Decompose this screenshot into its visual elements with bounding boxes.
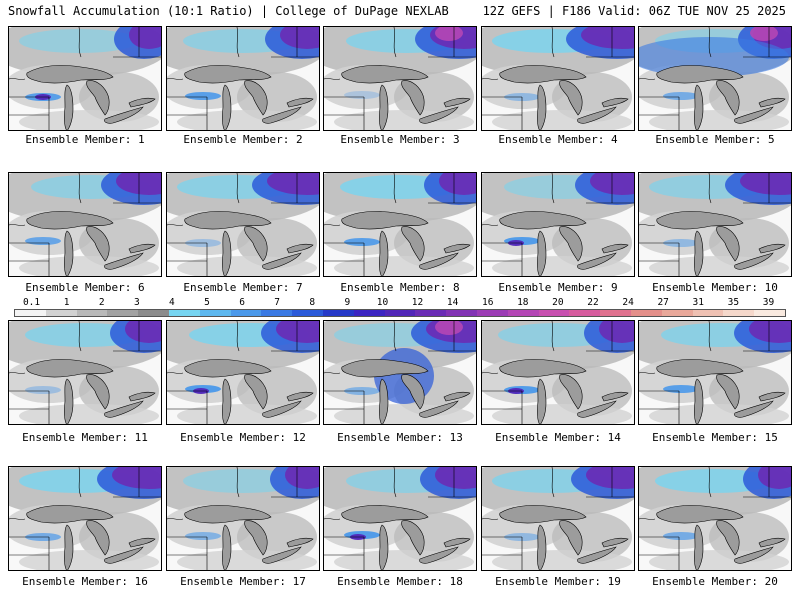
ensemble-map-panel [8, 466, 162, 571]
ensemble-map-panel [638, 466, 792, 571]
colorbar-tick-label: 24 [622, 297, 634, 308]
ensemble-member-label: Ensemble Member: 12 [180, 431, 306, 444]
ensemble-member-label: Ensemble Member: 8 [340, 281, 460, 294]
ensemble-map-panel [481, 26, 635, 131]
ensemble-map-panel [638, 26, 792, 131]
ensemble-map-panel [166, 26, 320, 131]
ensemble-member-label: Ensemble Member: 14 [495, 431, 621, 444]
ensemble-map-panel [638, 320, 792, 425]
colorbar-tick-label: 35 [727, 297, 740, 308]
ensemble-member-label: Ensemble Member: 3 [340, 133, 460, 146]
ensemble-map-panel [166, 466, 320, 571]
colorbar-tick-label: 3 [133, 297, 140, 308]
colorbar-tick-label: 31 [692, 297, 704, 308]
colorbar-swatch [15, 310, 46, 316]
colorbar-swatch [261, 310, 293, 316]
colorbar-tick-label: 12 [411, 297, 424, 308]
ensemble-member-label: Ensemble Member: 11 [22, 431, 148, 444]
colorbar-tick-label: 10 [376, 297, 389, 308]
colorbar-tick-label: 0.1 [22, 297, 41, 308]
colorbar-swatch [661, 310, 693, 316]
ensemble-member-label: Ensemble Member: 5 [655, 133, 775, 146]
ensemble-map-panel [166, 320, 320, 425]
colorbar-tick-label: 18 [517, 297, 529, 308]
colorbar-tick-label: 27 [657, 297, 669, 308]
ensemble-member-label: Ensemble Member: 16 [22, 575, 148, 588]
colorbar-swatch [45, 310, 77, 316]
colorbar-tick-label: 22 [587, 297, 599, 308]
colorbar-swatch [476, 310, 508, 316]
colorbar-swatch [138, 310, 169, 316]
colorbar-tick-label: 16 [481, 297, 494, 308]
colorbar-swatch [76, 310, 108, 316]
ensemble-map-panel [481, 466, 635, 571]
ensemble-member-label: Ensemble Member: 19 [495, 575, 621, 588]
colorbar [14, 309, 786, 317]
colorbar-swatch [507, 310, 539, 316]
ensemble-member-label: Ensemble Member: 10 [652, 281, 778, 294]
ensemble-map-panel [323, 466, 477, 571]
ensemble-member-label: Ensemble Member: 6 [25, 281, 145, 294]
ensemble-map-panel [323, 26, 477, 131]
chart-title: Snowfall Accumulation (10:1 Ratio) | Col… [8, 4, 449, 18]
ensemble-map-panel [323, 320, 477, 425]
colorbar-tick-label: 5 [204, 297, 210, 308]
colorbar-swatch [569, 310, 601, 316]
colorbar-tick-label: 2 [98, 297, 105, 308]
colorbar-tick-label: 7 [274, 297, 281, 308]
ensemble-member-label: Ensemble Member: 15 [652, 431, 778, 444]
ensemble-map-panel [8, 26, 162, 131]
ensemble-member-label: Ensemble Member: 9 [498, 281, 618, 294]
ensemble-member-label: Ensemble Member: 20 [652, 575, 778, 588]
colorbar-tick-label: 20 [552, 297, 564, 308]
colorbar-tick-label: 14 [446, 297, 459, 308]
colorbar-swatch [754, 310, 785, 316]
colorbar-tick-label: 9 [344, 297, 351, 308]
colorbar-swatch [384, 310, 416, 316]
colorbar-swatch [630, 310, 662, 316]
colorbar-swatch [446, 310, 477, 316]
colorbar-swatch [538, 310, 570, 316]
colorbar-ticks: 0.1 1 2 3 4 5 6 7 8 9 10 12 14 16 18 20 22 24 27 31 35 39 [14, 297, 786, 308]
colorbar-tick-label: 6 [239, 297, 245, 308]
ensemble-map-panel [481, 320, 635, 425]
colorbar-swatch [692, 310, 724, 316]
ensemble-member-label: Ensemble Member: 2 [183, 133, 303, 146]
ensemble-member-label: Ensemble Member: 7 [183, 281, 303, 294]
ensemble-member-label: Ensemble Member: 13 [337, 431, 463, 444]
ensemble-map-panel [323, 172, 477, 277]
colorbar-tick-label: 8 [309, 297, 316, 308]
colorbar-swatch [107, 310, 139, 316]
ensemble-member-label: Ensemble Member: 18 [337, 575, 463, 588]
colorbar-tick-label: 4 [169, 297, 175, 308]
colorbar-swatch [322, 310, 354, 316]
ensemble-member-label: Ensemble Member: 4 [498, 133, 618, 146]
colorbar-swatch [415, 310, 447, 316]
colorbar-swatch [292, 310, 323, 316]
colorbar-swatch [353, 310, 385, 316]
colorbar-tick-label: 39 [762, 297, 775, 308]
ensemble-map-panel [8, 172, 162, 277]
run-info: 12Z GEFS | F186 Valid: 06Z TUE NOV 25 20… [482, 4, 786, 18]
ensemble-map-panel [481, 172, 635, 277]
ensemble-map-panel [166, 172, 320, 277]
ensemble-map-panel [638, 172, 792, 277]
ensemble-map-panel [8, 320, 162, 425]
colorbar-swatch [168, 310, 200, 316]
colorbar-swatch [723, 310, 755, 316]
colorbar-swatch [230, 310, 262, 316]
ensemble-member-label: Ensemble Member: 17 [180, 575, 306, 588]
colorbar-swatch [199, 310, 231, 316]
colorbar-tick-label: 1 [63, 297, 70, 308]
ensemble-member-label: Ensemble Member: 1 [25, 133, 145, 146]
colorbar-swatch [600, 310, 631, 316]
